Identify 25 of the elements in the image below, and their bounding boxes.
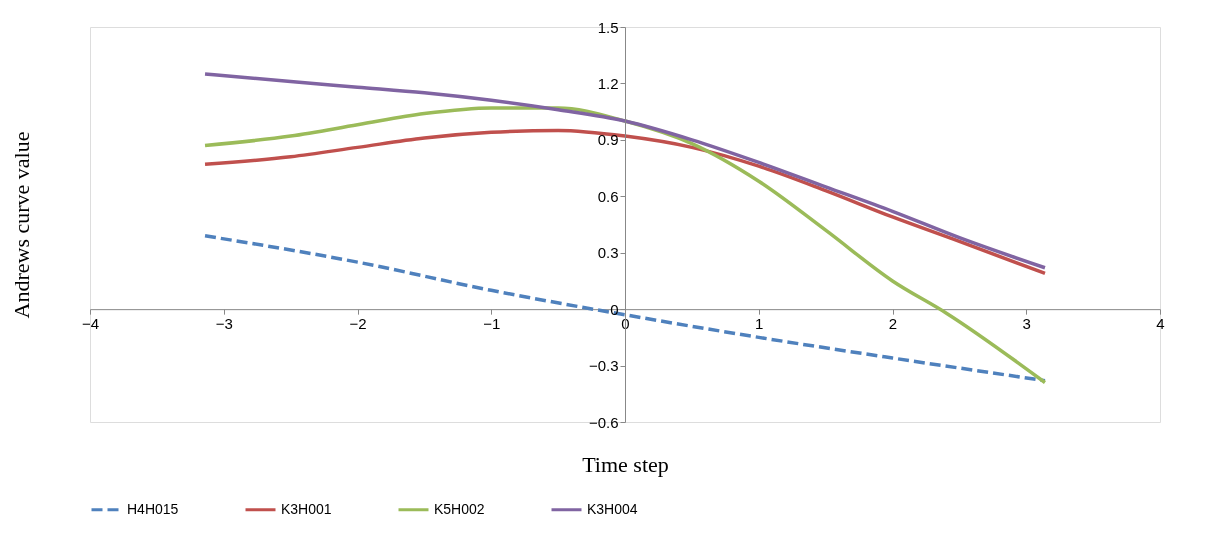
x-tick-label: 3: [1022, 314, 1031, 332]
x-tick-label: 2: [888, 314, 898, 332]
x-tick-label: −4: [81, 314, 100, 332]
legend-label: H4H015: [127, 500, 179, 517]
y-tick-label: 0.3: [597, 244, 619, 262]
line-series: [203, 128, 1047, 276]
x-tick-label: 1: [755, 314, 764, 332]
x-tick-label: −2: [349, 314, 367, 332]
y-tick-label: 1.5: [597, 18, 619, 36]
line-series: [203, 72, 1047, 270]
y-tick-label: 1.2: [597, 74, 619, 92]
x-tick-label: 4: [1156, 314, 1165, 332]
line-series: [203, 234, 1047, 383]
y-tick-label: −0.6: [588, 413, 619, 431]
y-tick-label: 0.9: [597, 131, 619, 149]
legend-label: K3H004: [587, 500, 638, 517]
x-tick-label: −1: [483, 314, 501, 332]
y-axis-title: Andrews curve value: [8, 131, 34, 319]
x-tick-label: −3: [215, 314, 233, 332]
y-tick-label: 0.6: [597, 187, 619, 205]
legend-label: K3H001: [281, 500, 332, 517]
legend-label: K5H002: [434, 500, 485, 517]
y-tick-label: −0.3: [588, 357, 619, 375]
y-tick-label: 0: [610, 300, 619, 318]
x-axis-title: Time step: [582, 451, 669, 477]
